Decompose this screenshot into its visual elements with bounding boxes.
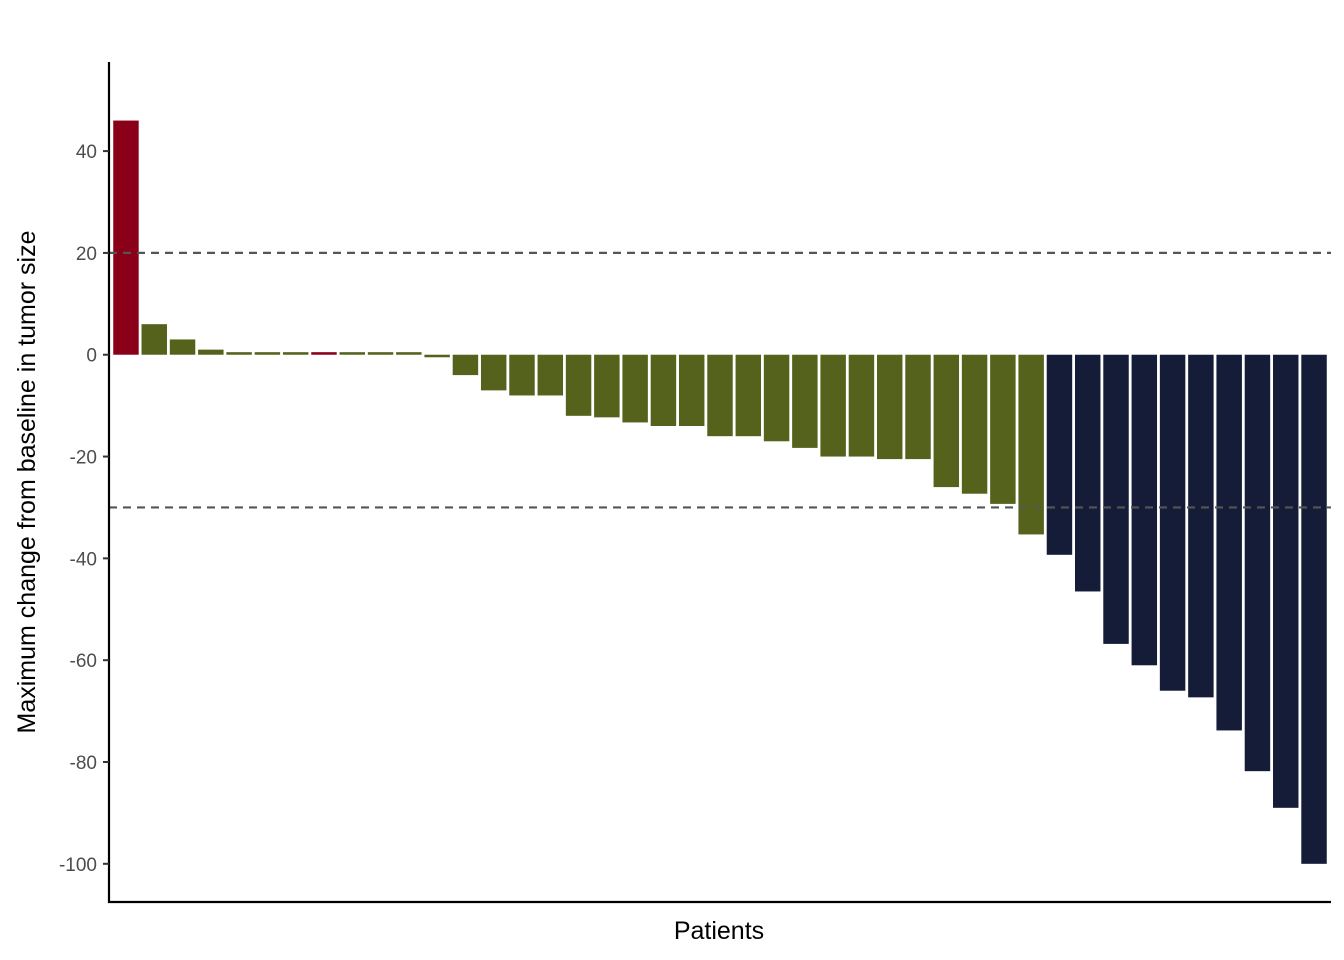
reference-lines <box>109 251 1331 509</box>
bar-patient-31 <box>961 354 988 494</box>
bar-patient-21 <box>678 354 705 426</box>
bar-patient-6 <box>254 352 281 355</box>
bar-patient-3 <box>169 339 196 355</box>
bar-patient-10 <box>367 352 394 355</box>
bar-patient-35 <box>1075 354 1101 592</box>
y-tick-label: -40 <box>70 549 97 570</box>
bar-patient-39 <box>1188 354 1214 698</box>
y-tick-label: -20 <box>70 448 97 469</box>
bar-patient-41 <box>1244 354 1271 772</box>
y-axis-ticks: -100 -80 -60 -40 -20 0 20 40 <box>59 142 109 876</box>
bar-patient-14 <box>480 354 507 391</box>
bar-patient-27 <box>848 354 875 457</box>
y-tick-label: -80 <box>70 753 97 774</box>
bar-patient-13 <box>452 354 479 376</box>
bar-patient-4 <box>198 349 224 355</box>
y-tick-label: 0 <box>86 346 97 367</box>
bar-patient-42 <box>1273 354 1299 808</box>
bar-patient-8 <box>311 352 337 355</box>
bar-patient-19 <box>622 354 648 423</box>
bar-patient-26 <box>820 354 846 457</box>
bar-patient-11 <box>396 352 422 355</box>
bar-patient-25 <box>792 354 818 448</box>
bar-patient-34 <box>1046 354 1073 555</box>
x-axis-title: Patients <box>674 917 764 945</box>
y-axis-title: Maximum change from baseline in tumor si… <box>13 231 41 734</box>
bar-patient-5 <box>226 352 252 355</box>
bar-patient-24 <box>763 354 790 442</box>
bar-patient-38 <box>1159 354 1186 691</box>
bar-patient-23 <box>735 354 762 437</box>
bar-patient-17 <box>565 354 592 416</box>
bar-patient-29 <box>905 354 931 460</box>
bar-patient-36 <box>1103 354 1129 644</box>
bar-patient-40 <box>1216 354 1242 731</box>
bars-group <box>113 120 1327 864</box>
bar-patient-12 <box>424 354 450 358</box>
bar-patient-9 <box>339 352 365 355</box>
bar-patient-2 <box>141 324 167 355</box>
bar-patient-22 <box>707 354 733 437</box>
y-tick-label: 40 <box>76 142 97 163</box>
bar-patient-16 <box>537 354 564 396</box>
bar-patient-32 <box>990 354 1016 504</box>
bar-patient-18 <box>594 354 620 418</box>
bar-patient-28 <box>876 354 903 460</box>
bar-patient-15 <box>509 354 535 396</box>
bar-patient-33 <box>1018 354 1044 535</box>
y-tick-label: 20 <box>76 244 97 265</box>
bar-patient-37 <box>1131 354 1158 666</box>
bar-patient-43 <box>1301 354 1327 864</box>
bar-patient-1 <box>113 120 139 355</box>
bar-patient-7 <box>282 352 309 355</box>
y-tick-label: -60 <box>70 651 97 672</box>
y-tick-label: -100 <box>59 855 97 876</box>
bar-patient-20 <box>650 354 677 426</box>
bar-patient-30 <box>933 354 960 488</box>
